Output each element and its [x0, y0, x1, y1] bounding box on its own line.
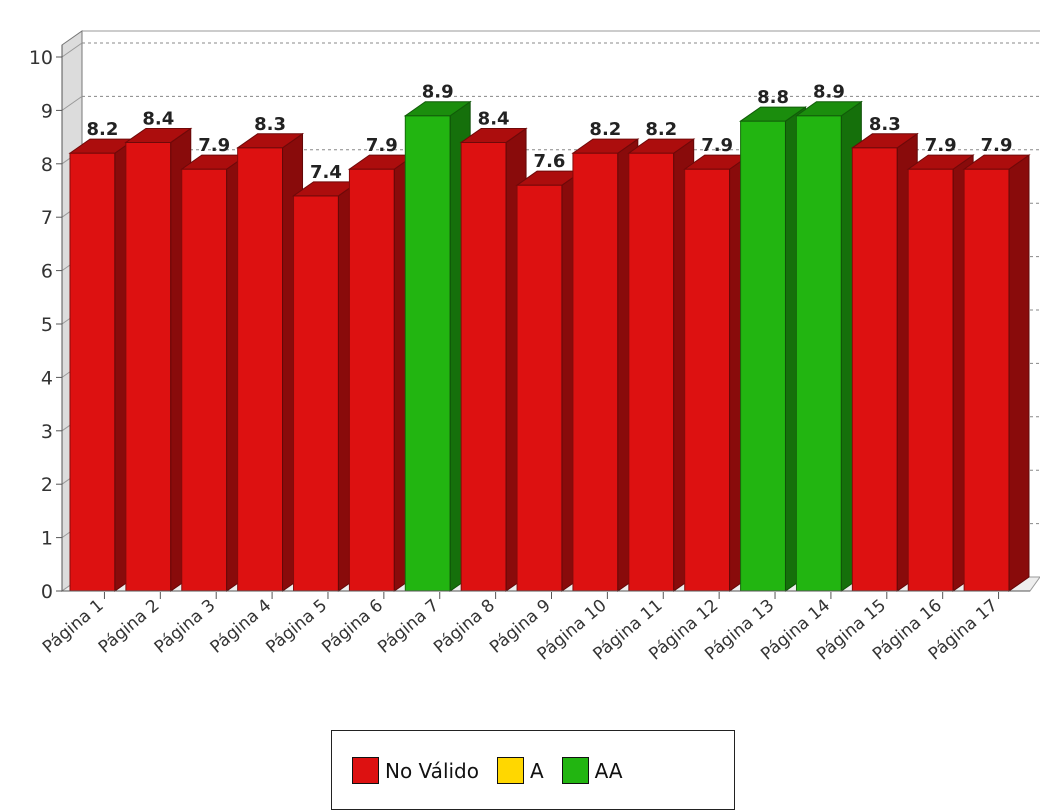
bar	[403, 100, 472, 592]
legend-label: No Válido	[385, 758, 479, 783]
y-tick-label: 1	[41, 528, 53, 550]
bar	[291, 180, 360, 592]
x-tick-label: Página 2	[95, 596, 164, 658]
data-label: 8.3	[254, 114, 286, 135]
y-tick-label: 10	[29, 47, 53, 69]
data-label: 8.9	[422, 82, 454, 103]
data-label: 8.2	[86, 119, 118, 140]
y-axis: 0 1 2 3 4 5 6 7 8 9 10	[29, 45, 63, 603]
data-label: 7.9	[366, 135, 398, 156]
bar-front	[572, 152, 619, 592]
legend-item: No Válido	[352, 757, 479, 784]
x-tick-label: Página 8	[430, 596, 499, 658]
bar	[850, 132, 919, 592]
bar	[68, 138, 137, 592]
bar-side	[1008, 154, 1030, 592]
bar	[459, 127, 528, 592]
bar-front	[907, 168, 954, 592]
data-label: 7.6	[534, 151, 566, 172]
bar	[627, 138, 696, 592]
data-labels: 8.2 8.4 7.9 8.3 7.4 7.9 8.9 8.4 7.6 8.2 8.2 7.9 8.8 8…	[86, 82, 1012, 183]
x-tick-label: Página 5	[263, 596, 332, 658]
bar	[515, 170, 584, 592]
legend-swatch	[352, 757, 379, 784]
bar-chart: 0 1 2 3 4 5 6 7 8 9 10 8.2 8.4 7.9 8.3 7.4 7.9 8.9 8.4 7.6…	[29, 30, 1040, 665]
bar-front	[125, 141, 172, 592]
bar-top	[627, 138, 696, 154]
bar-top	[739, 106, 808, 122]
wall-gridline	[61, 42, 83, 58]
data-label: 8.4	[478, 108, 510, 129]
data-label: 8.9	[813, 82, 845, 103]
bar-front	[628, 152, 675, 592]
bar	[906, 154, 975, 592]
bar-front	[348, 168, 395, 592]
data-label: 7.9	[198, 135, 230, 156]
bars	[68, 100, 1031, 592]
bar-top	[236, 133, 305, 149]
legend-item: A	[496, 757, 544, 784]
bar-top	[571, 138, 640, 154]
bar	[236, 132, 305, 592]
legend-item: AA	[561, 757, 623, 784]
y-tick-label: 2	[41, 474, 53, 496]
legend: No Válido A AA	[331, 730, 735, 810]
bar-top	[850, 133, 919, 149]
legend-label: AA	[594, 758, 623, 783]
bar-front	[181, 168, 228, 592]
bar-front	[293, 195, 339, 592]
bar-front	[851, 147, 898, 592]
x-tick-label: Página 7	[374, 596, 443, 658]
y-tick-label: 9	[41, 100, 53, 122]
bar-top	[403, 101, 472, 117]
bar-front	[684, 168, 731, 592]
x-tick-label: Página 3	[151, 596, 220, 658]
x-tick-label: Página 4	[207, 596, 276, 658]
x-tick-label: Página 6	[318, 596, 387, 658]
y-tick-label: 6	[41, 261, 53, 283]
data-label: 7.4	[310, 162, 342, 183]
data-label: 8.4	[142, 108, 174, 129]
bar-front	[963, 168, 1010, 592]
legend-swatch	[496, 757, 524, 784]
y-tick-label: 8	[41, 154, 53, 176]
data-label: 8.3	[869, 114, 901, 135]
bar-front	[69, 152, 116, 592]
wall-gridline	[61, 95, 83, 111]
x-tick-label: Página 1	[39, 596, 108, 658]
bar	[571, 138, 640, 592]
data-label: 7.9	[925, 135, 957, 156]
bar-front	[237, 147, 284, 592]
bar	[180, 154, 249, 592]
y-tick-label: 5	[41, 314, 53, 336]
bar	[683, 154, 752, 592]
bar	[347, 154, 416, 592]
legend-label: A	[529, 758, 544, 783]
bar	[962, 154, 1031, 592]
bar	[794, 100, 863, 592]
bar	[124, 127, 193, 592]
data-label: 7.9	[701, 135, 733, 156]
data-label: 8.2	[645, 119, 677, 140]
bar-front	[795, 115, 842, 592]
data-label: 7.9	[981, 135, 1013, 156]
bar-front	[516, 184, 563, 592]
y-tick-label: 4	[41, 367, 53, 389]
bar-top	[794, 101, 863, 117]
data-label: 8.2	[589, 119, 621, 140]
legend-swatch	[561, 757, 589, 784]
y-tick-label: 0	[41, 581, 53, 603]
bar-front	[404, 115, 451, 592]
bar-front	[460, 141, 507, 592]
bar-top	[459, 127, 528, 143]
bar-top	[124, 127, 193, 143]
data-label: 8.8	[757, 87, 789, 108]
y-tick-label: 3	[41, 421, 53, 443]
bar-top	[906, 154, 975, 170]
bar	[739, 106, 808, 592]
bar-front	[740, 120, 786, 592]
bar-top	[962, 154, 1031, 170]
y-tick-label: 7	[41, 207, 53, 229]
